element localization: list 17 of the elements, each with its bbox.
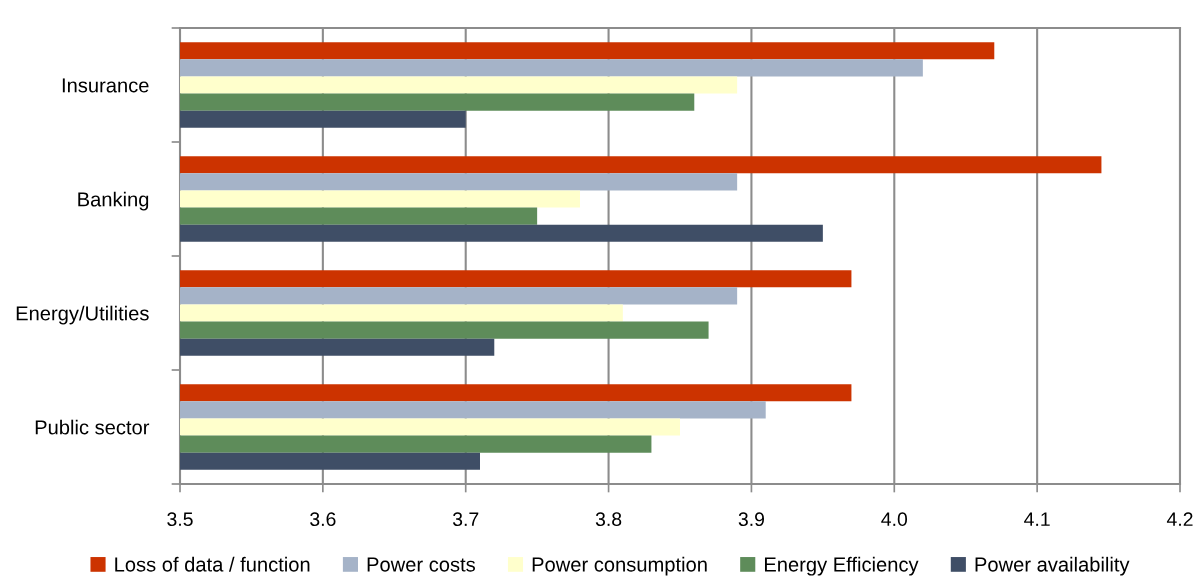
legend-label: Loss of data / function [115,556,310,572]
legend-label: Power costs [367,557,475,572]
legend-label: Power availability [975,556,1130,576]
x-tick-label: 3.5 [167,512,193,527]
legend-label: Energy Efficiency [764,556,919,576]
x-tick-label: 4.2 [1166,512,1193,526]
y-tick-label: Public sector [35,419,150,435]
x-tick-label: 4.0 [881,512,908,527]
x-tick-label: 3.7 [452,512,479,527]
legend-label: Power consumption [532,556,707,576]
x-tick-label: 3.6 [310,512,336,527]
y-tick-label: Energy/Utilities [16,305,149,325]
y-tick-label: Banking [78,191,149,211]
x-tick-label: 3.9 [738,512,765,527]
x-tick-label: 3.8 [595,512,622,527]
x-tick-label: 4.1 [1024,512,1050,526]
y-tick-label: Insurance [62,78,149,93]
